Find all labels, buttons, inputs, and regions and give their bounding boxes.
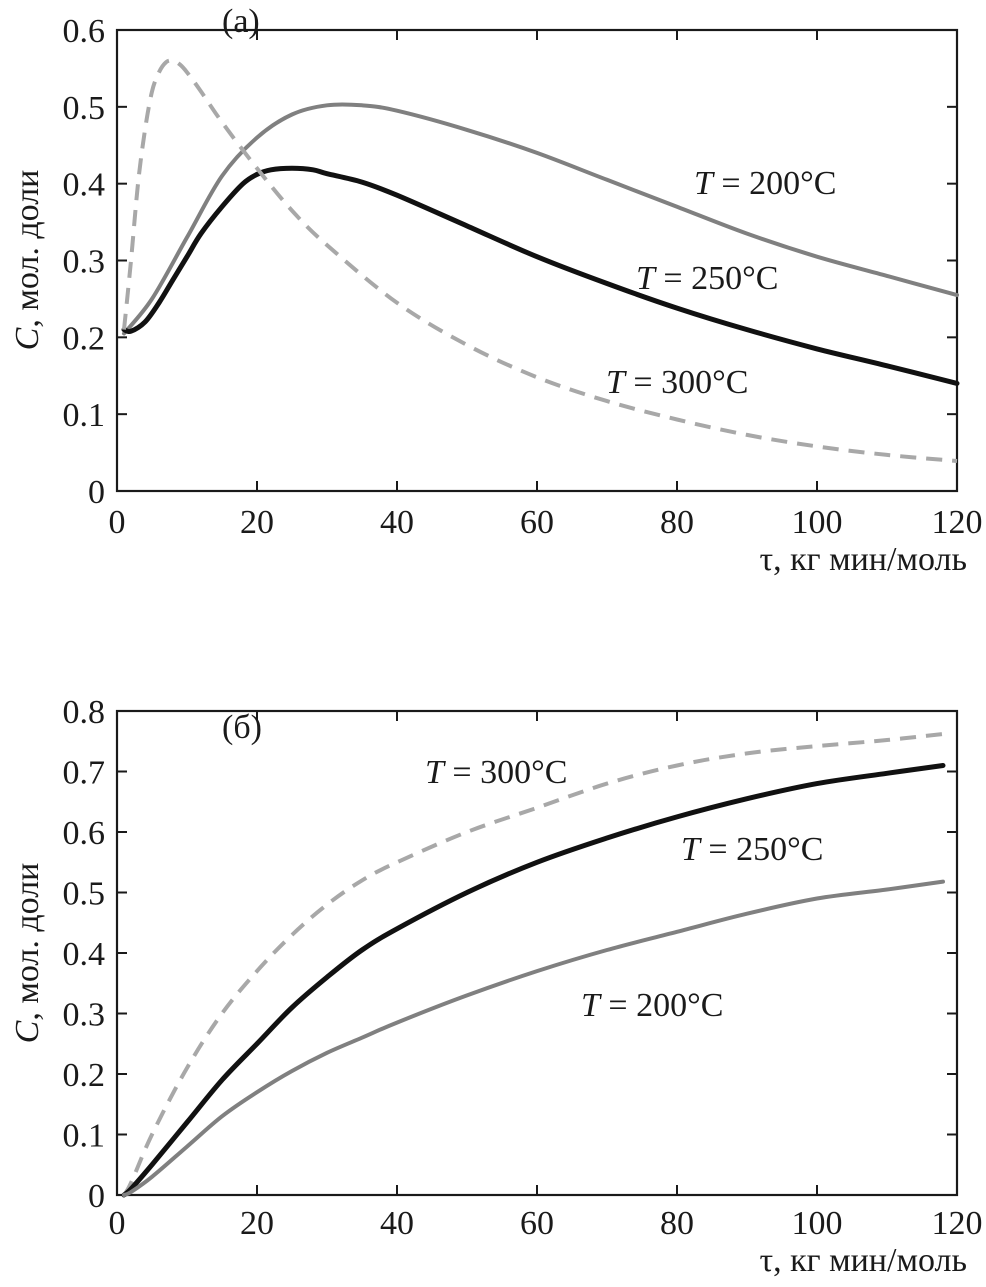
y-tick-label-b-7: 0.7 (63, 755, 106, 792)
y-tick-label-a-0: 0 (88, 474, 105, 511)
y-axis-label-b: C, мол. доли (9, 863, 46, 1044)
y-axis-label-a-text: , мол. доли (9, 170, 46, 328)
x-tick-label-a-1: 20 (240, 504, 274, 541)
series-label-a-200-symbol: T (694, 165, 715, 202)
series-line-a-250 (121, 165, 960, 386)
series-label-b-200-text: = 200°C (600, 987, 723, 1024)
panel-label-a: (а) (222, 3, 260, 40)
x-tick-label-b-4: 80 (660, 1205, 694, 1242)
series-label-a-300: T = 300°C (606, 364, 748, 401)
series-label-b-300-symbol: T (425, 754, 446, 791)
y-tick-label-b-4: 0.4 (63, 936, 106, 973)
y-axis-label-a: C, мол. доли (9, 170, 46, 351)
x-tick-label-b-3: 60 (520, 1205, 554, 1242)
x-tick-label-b-1: 20 (240, 1205, 274, 1242)
series-label-b-250-symbol: T (681, 831, 702, 868)
y-tick-label-b-3: 0.3 (63, 997, 106, 1034)
series-line-a-300 (122, 58, 958, 463)
chart-panel-b: 0 20 40 60 80 100 120 0 0.1 0.2 0.3 0.4 0.5 0.6 0.7 0.8… (9, 694, 983, 1279)
y-tick-label-a-2: 0.2 (63, 320, 106, 357)
x-tick-label-b-6: 120 (932, 1205, 983, 1242)
x-tick-label-a-5: 100 (792, 504, 843, 541)
x-axis-label-a: τ, кг мин/моль (759, 541, 967, 578)
y-tick-label-b-1: 0.1 (63, 1118, 106, 1155)
chart-panel-a: 0 20 40 60 80 100 120 0 0.1 0.2 0.3 0.4 0.5 0.6 (а) τ… (9, 3, 983, 578)
series-line-b-300 (122, 732, 944, 1197)
series-label-b-250: T = 250°C (681, 831, 823, 868)
x-tick-label-b-0: 0 (109, 1205, 126, 1242)
y-axis-label-b-symbol: C (9, 1020, 46, 1043)
x-axis-label-b: τ, кг мин/моль (759, 1242, 967, 1279)
y-tick-label-a-3: 0.3 (63, 244, 106, 281)
x-tick-label-a-0: 0 (109, 504, 126, 541)
x-tick-label-b-2: 40 (380, 1205, 414, 1242)
series-line-b-200 (122, 879, 945, 1197)
series-line-b-250 (121, 763, 946, 1198)
series-label-b-300: T = 300°C (425, 754, 567, 791)
series-label-b-250-text: = 250°C (700, 831, 823, 868)
series-label-b-200: T = 200°C (581, 987, 723, 1024)
y-tick-label-a-5: 0.5 (63, 90, 106, 127)
series-line-a-200 (122, 102, 959, 336)
series-label-a-200: T = 200°C (694, 165, 836, 202)
x-tick-label-a-4: 80 (660, 504, 694, 541)
y-tick-label-b-2: 0.2 (63, 1057, 106, 1094)
series-group-b (121, 732, 946, 1198)
y-tick-label-a-6: 0.6 (63, 13, 106, 50)
series-label-b-200-symbol: T (581, 987, 602, 1024)
y-axis-label-b-text: , мол. доли (9, 863, 46, 1021)
series-label-a-300-text: = 300°C (625, 364, 748, 401)
panel-label-b: (б) (222, 709, 262, 746)
series-label-b-300-text: = 300°C (444, 754, 567, 791)
series-label-a-250: T = 250°C (636, 260, 778, 297)
y-tick-label-b-6: 0.6 (63, 815, 106, 852)
x-tick-label-a-2: 40 (380, 504, 414, 541)
y-tick-label-b-0: 0 (88, 1178, 105, 1215)
y-tick-label-b-8: 0.8 (63, 694, 106, 731)
axes-b: 0 20 40 60 80 100 120 0 0.1 0.2 0.3 0.4 0.5 0.6 0.7 0.8 (63, 694, 983, 1242)
axes-a: 0 20 40 60 80 100 120 0 0.1 0.2 0.3 0.4 0.5 0.6 (63, 13, 983, 541)
x-tick-label-a-6: 120 (932, 504, 983, 541)
x-tick-label-b-5: 100 (792, 1205, 843, 1242)
y-axis-label-a-symbol: C (9, 327, 46, 350)
series-label-a-250-symbol: T (636, 260, 657, 297)
series-label-a-200-text: = 200°C (713, 165, 836, 202)
series-label-a-300-symbol: T (606, 364, 627, 401)
series-group-a (121, 58, 960, 463)
y-tick-label-a-1: 0.1 (63, 397, 106, 434)
series-label-a-250-text: = 250°C (655, 260, 778, 297)
y-tick-label-a-4: 0.4 (63, 167, 106, 204)
x-tick-label-a-3: 60 (520, 504, 554, 541)
y-tick-label-b-5: 0.5 (63, 876, 106, 913)
